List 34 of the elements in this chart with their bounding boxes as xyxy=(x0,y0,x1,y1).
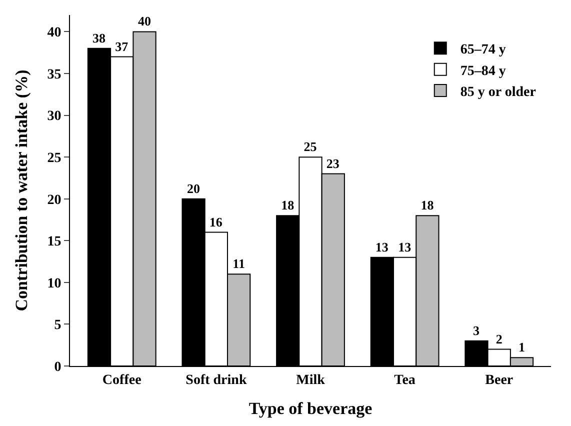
legend-label: 65–74 y xyxy=(460,42,506,58)
data-label: 1 xyxy=(518,340,526,355)
x-tick-label: Tea xyxy=(394,372,416,388)
data-label: 3 xyxy=(472,322,480,338)
legend-label: 75–84 y xyxy=(460,64,506,79)
data-label: 13 xyxy=(398,239,412,254)
y-tick-label: 5 xyxy=(54,318,62,334)
y-tick-label: 35 xyxy=(47,67,62,82)
y-axis-title: Contribution to water intake (%) xyxy=(12,70,31,312)
y-tick-label: 25 xyxy=(47,150,62,166)
y-tick-label: 15 xyxy=(47,234,62,250)
y-tick-label: 40 xyxy=(47,26,62,41)
data-label: 18 xyxy=(420,198,434,213)
data-label: 2 xyxy=(496,331,502,346)
data-label: 23 xyxy=(326,156,340,171)
y-tick-label: 30 xyxy=(47,109,62,124)
data-label: 40 xyxy=(138,14,152,29)
data-label: 38 xyxy=(92,30,106,46)
data-label: 11 xyxy=(232,256,245,272)
y-tick-label: 20 xyxy=(47,192,62,208)
data-label: 18 xyxy=(281,198,295,213)
x-tick-label: Coffee xyxy=(102,372,142,388)
x-tick-label: Soft drink xyxy=(186,372,247,388)
x-tick-label: Milk xyxy=(296,372,326,388)
x-tick-label: Beer xyxy=(485,372,514,388)
data-label: 16 xyxy=(209,214,223,230)
data-label: 25 xyxy=(304,139,318,154)
data-label: 37 xyxy=(115,38,129,54)
y-tick-label: 10 xyxy=(47,276,62,292)
data-label: 13 xyxy=(375,239,389,254)
x-axis-title: Type of beverage xyxy=(248,399,373,418)
legend-label: 85 y or older xyxy=(460,85,536,100)
data-label: 20 xyxy=(187,180,200,196)
y-tick-label: 0 xyxy=(54,360,62,375)
